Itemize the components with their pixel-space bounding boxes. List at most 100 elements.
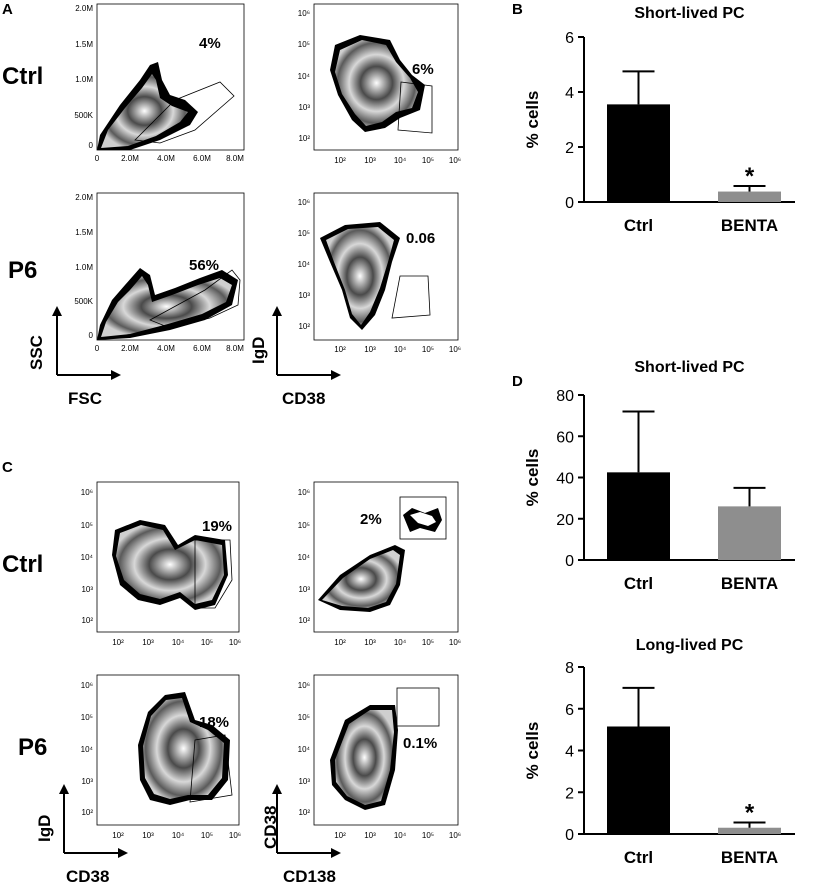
tick: 10⁵ (298, 229, 310, 238)
tick: 10⁶ (449, 156, 461, 165)
tick: 500K (74, 111, 93, 120)
gate-pct-c-p6-igd: 18% (199, 714, 229, 731)
axis-label-ssc: SSC (27, 335, 46, 370)
tick: 2.0M (121, 154, 139, 163)
axis-label-c-cd38: CD38 (66, 867, 109, 886)
tick: 10³ (81, 777, 93, 786)
tick: 10⁶ (298, 9, 310, 18)
row-label-c-ctrl: Ctrl (2, 551, 43, 578)
tick: 10⁴ (81, 553, 94, 562)
tick: 10⁵ (201, 638, 213, 647)
tick: 10³ (142, 831, 154, 840)
chart-1-ylabel: % cells (523, 449, 542, 507)
chart-1-ytick-label: 20 (556, 512, 574, 529)
tick: 10⁴ (298, 553, 311, 562)
xticks-a-ctrl-igd: 10² 10³ 10⁴ 10⁵ 10⁶ (334, 156, 461, 165)
yticks-a-p6-scatter: 2.0M 1.5M 1.0M 500K 0 (74, 193, 93, 340)
tick: 10² (334, 638, 346, 647)
tick: 10³ (298, 777, 310, 786)
tick: 10² (81, 808, 93, 817)
chart-0-ytick-label: 6 (565, 30, 574, 47)
xticks-c-ctrl-igd: 10² 10³ 10⁴ 10⁵ 10⁶ (112, 638, 241, 647)
axis-label-igd: IgD (249, 337, 268, 364)
tick: 0 (95, 344, 100, 353)
tick: 10³ (364, 345, 376, 354)
tick: 1.0M (75, 75, 93, 84)
tick: 10⁶ (449, 345, 461, 354)
gate-pct-c-ctrl-igd: 19% (202, 518, 232, 535)
xticks-c-p6-cd138: 10² 10³ 10⁴ 10⁵ 10⁶ (334, 831, 461, 840)
tick: 10⁶ (298, 681, 310, 690)
chart-2-title: Long-lived PC (636, 637, 744, 654)
tick: 10⁵ (201, 831, 213, 840)
tick: 10⁵ (422, 638, 434, 647)
tick: 10⁴ (394, 831, 407, 840)
tick: 10³ (298, 291, 310, 300)
panel-label-c: C (2, 459, 13, 476)
tick: 1.5M (75, 40, 93, 49)
bar-chart-d-short-lived: Short-lived PC % cells 0 20 40 60 80 Ctrl BENTA (523, 359, 795, 593)
tick: 10² (112, 831, 124, 840)
chart-0-ytick-label: 2 (565, 140, 574, 157)
axis-arrows-c-igd: IgD CD38 (35, 784, 128, 886)
gate-pct-c-ctrl-cd138: 2% (360, 511, 382, 528)
plot-c-p6-cd138: 0.1% 10⁶ 10⁵ 10⁴ 10³ 10² 10² 10³ 10⁴ 10⁵… (298, 674, 461, 840)
tick: 10³ (298, 103, 310, 112)
tick: 10² (298, 322, 310, 331)
tick: 2.0M (75, 4, 93, 13)
tick: 2.0M (75, 193, 93, 202)
chart-1-bar-benta (718, 506, 781, 560)
tick: 0 (95, 154, 100, 163)
plot-c-ctrl-cd138: 2% 10⁶ 10⁵ 10⁴ 10³ 10² 10² 10³ 10⁴ 10⁵ 1… (298, 481, 461, 647)
tick: 6.0M (193, 154, 211, 163)
panel-label-b: B (512, 1, 523, 18)
plot-a-ctrl-igd: 6% 10⁶ 10⁵ 10⁴ 10³ 10² 10² 10³ 10⁴ 10⁵ 1… (298, 3, 461, 165)
chart-1-ytick-label: 80 (556, 388, 574, 405)
chart-1-ytick-label: 40 (556, 471, 574, 488)
panel-label-a: A (2, 1, 13, 18)
tick: 10² (298, 808, 310, 817)
tick: 10⁴ (298, 745, 311, 754)
panel-label-d: D (512, 373, 523, 390)
axis-label-c-igd: IgD (35, 815, 54, 842)
tick: 10³ (81, 585, 93, 594)
tick: 10⁵ (81, 713, 93, 722)
tick: 10⁶ (449, 831, 461, 840)
tick: 10² (81, 616, 93, 625)
yticks-a-p6-igd: 10⁶ 10⁵ 10⁴ 10³ 10² (298, 198, 311, 331)
tick: 10⁶ (81, 488, 93, 497)
chart-0-bar-ctrl (607, 104, 670, 202)
axis-label-cd138: CD138 (283, 867, 336, 886)
tick: 10³ (364, 638, 376, 647)
tick: 4.0M (157, 344, 175, 353)
tick: 10² (298, 134, 310, 143)
tick: 8.0M (226, 154, 244, 163)
plot-a-p6-scatter: 56% 2.0M 1.5M 1.0M 500K 0 0 2.0M 4.0M 6.… (74, 192, 245, 353)
tick: 1.0M (75, 263, 93, 272)
tick: 10⁶ (81, 681, 93, 690)
tick: 10⁴ (81, 745, 94, 754)
tick: 10⁵ (422, 345, 434, 354)
chart-1-ytick-label: 60 (556, 429, 574, 446)
tick: 10⁵ (298, 713, 310, 722)
tick: 10³ (364, 156, 376, 165)
tick: 10⁴ (298, 260, 311, 269)
chart-0-title: Short-lived PC (634, 5, 745, 22)
chart-2-significance-star: * (745, 800, 755, 827)
tick: 10⁴ (394, 345, 407, 354)
tick: 10⁵ (298, 40, 310, 49)
tick: 10⁶ (298, 488, 310, 497)
axis-label-cd38: CD38 (282, 389, 325, 408)
xticks-a-p6-scatter: 0 2.0M 4.0M 6.0M 8.0M (95, 344, 244, 353)
chart-0-category-label: BENTA (721, 216, 778, 235)
plot-a-ctrl-scatter: 4% 2.0M 1.5M 1.0M 500K 0 0 2.0M 4.0M 6.0… (74, 3, 245, 163)
tick: 10² (298, 616, 310, 625)
tick: 10⁴ (298, 72, 311, 81)
tick: 10⁵ (298, 521, 310, 530)
yticks-c-ctrl-igd: 10⁶ 10⁵ 10⁴ 10³ 10² (81, 488, 94, 625)
tick: 10⁵ (81, 521, 93, 530)
chart-1-ytick-label: 0 (565, 553, 574, 570)
chart-1-category-label: Ctrl (624, 574, 653, 593)
plot-c-ctrl-igd: 19% 10⁶ 10⁵ 10⁴ 10³ 10² 10² 10³ 10⁴ 10⁵ … (81, 481, 241, 647)
